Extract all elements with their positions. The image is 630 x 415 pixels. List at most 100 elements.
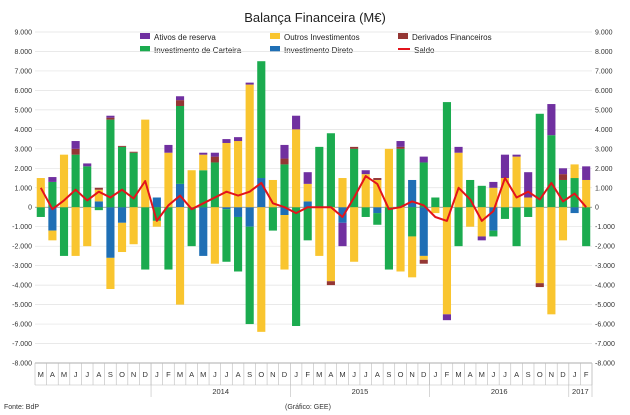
month-label: M	[339, 370, 345, 379]
bar-outros-investimentos	[524, 197, 533, 208]
y-tick-label-left: 2.000	[14, 166, 32, 173]
bar-outros-investimentos	[454, 152, 463, 208]
bar-investimento-carteira	[489, 230, 498, 237]
bar-investimento-carteira	[83, 166, 92, 208]
bar-investimento-direto	[117, 207, 127, 223]
bar-ativos-reserva	[454, 146, 463, 153]
bar-derivados-financeiros	[117, 145, 127, 147]
bar-investimento-carteira	[141, 207, 150, 270]
bar-ativos-reserva	[199, 152, 208, 155]
bar-investimento-carteira	[222, 209, 231, 262]
y-tick-label-left: 4.000	[14, 127, 32, 134]
bar-outros-investimentos	[106, 257, 115, 290]
bar-investimento-carteira	[164, 207, 173, 270]
bar-ativos-reserva	[442, 314, 452, 321]
bar-outros-investimentos	[326, 207, 335, 282]
bar-derivados-financeiros	[71, 148, 80, 155]
bar-outros-investimentos	[466, 207, 475, 227]
bar-investimento-direto	[419, 207, 428, 256]
bar-ativos-reserva	[245, 82, 254, 85]
bar-ativos-reserva	[582, 166, 591, 180]
bar-investimento-carteira	[199, 170, 208, 208]
year-label: 2016	[491, 387, 508, 396]
legend-swatch-outros-investimentos	[270, 33, 280, 39]
y-tick-label-right: -5.000	[595, 302, 615, 309]
bar-outros-investimentos	[500, 178, 510, 208]
bar-ativos-reserva	[292, 115, 301, 130]
month-label: M	[479, 370, 485, 379]
bar-investimento-carteira	[524, 207, 533, 217]
bar-outros-investimentos	[36, 178, 45, 208]
bar-outros-investimentos	[48, 230, 57, 241]
bar-investimento-carteira	[303, 207, 312, 241]
month-label: O	[398, 370, 404, 379]
bar-ativos-reserva	[338, 222, 347, 247]
bar-outros-investimentos	[164, 152, 173, 208]
bar-outros-investimentos	[268, 179, 277, 208]
bar-outros-investimentos	[210, 207, 219, 264]
month-label: A	[189, 370, 194, 379]
y-tick-label-right: 8.000	[595, 49, 613, 56]
bar-investimento-direto	[106, 207, 115, 258]
month-label: M	[38, 370, 44, 379]
bar-derivados-financeiros	[373, 178, 382, 180]
bar-outros-investimentos	[570, 164, 579, 179]
y-tick-label-right: 6.000	[595, 88, 613, 95]
bar-derivados-financeiros	[210, 156, 219, 163]
bar-investimento-carteira	[257, 61, 266, 179]
y-tick-label-right: -8.000	[595, 361, 615, 368]
month-label: J	[364, 370, 368, 379]
y-tick-label-left: -4.000	[12, 283, 32, 290]
bar-investimento-direto	[245, 207, 254, 227]
month-label: A	[328, 370, 333, 379]
month-label: D	[560, 370, 566, 379]
y-tick-label-left: -1.000	[12, 224, 32, 231]
bar-investimento-direto	[570, 207, 579, 214]
bar-outros-investimentos	[582, 179, 591, 208]
bar-ativos-reserva	[280, 144, 289, 159]
bar-ativos-reserva	[175, 96, 185, 101]
bar-investimento-carteira	[547, 135, 556, 208]
bar-investimento-carteira	[152, 207, 161, 221]
legend-label-saldo: Saldo	[414, 46, 435, 55]
y-tick-label-right: 5.000	[595, 107, 613, 114]
month-label: F	[584, 370, 589, 379]
bar-outros-investimentos	[338, 178, 347, 208]
month-label: M	[177, 370, 183, 379]
legend-label-outros-investimentos: Outros Investimentos	[284, 33, 360, 42]
month-label: A	[50, 370, 55, 379]
month-label: M	[61, 370, 67, 379]
bar-outros-investimentos	[71, 207, 80, 256]
bar-ativos-reserva	[524, 172, 533, 198]
bar-outros-investimentos	[222, 142, 231, 208]
month-label: J	[213, 370, 217, 379]
y-tick-label-left: 1.000	[14, 185, 32, 192]
month-label: J	[503, 370, 507, 379]
bar-outros-investimentos	[419, 255, 428, 260]
y-tick-label-left: -2.000	[12, 244, 32, 251]
bar-investimento-carteira	[500, 207, 510, 219]
month-label: A	[468, 370, 473, 379]
month-label: N	[409, 370, 414, 379]
y-tick-label-left: 6.000	[14, 88, 32, 95]
month-label: S	[247, 370, 252, 379]
bar-investimento-direto	[199, 207, 208, 256]
bar-outros-investimentos	[350, 207, 359, 262]
y-tick-label-left: -7.000	[12, 341, 32, 348]
month-label: O	[258, 370, 264, 379]
bar-outros-investimentos	[199, 154, 208, 171]
y-tick-label-left: 9.000	[14, 30, 32, 37]
month-label: J	[352, 370, 356, 379]
bar-ativos-reserva	[48, 177, 57, 182]
bar-outros-investimentos	[489, 187, 498, 208]
y-tick-label-left: 7.000	[14, 68, 32, 75]
y-tick-label-right: 4.000	[595, 127, 613, 134]
bar-derivados-financeiros	[350, 146, 359, 149]
bar-outros-investimentos	[187, 170, 196, 208]
y-axis-left: -8.000 -7.000 -6.000 -5.000 -4.000 -3.000 -2.0…	[12, 30, 32, 368]
bar-investimento-carteira	[245, 226, 254, 325]
bar-outros-investimentos	[292, 129, 301, 208]
bar-investimento-direto	[222, 207, 231, 210]
legend-swatch-investimento-carteira	[140, 46, 150, 52]
